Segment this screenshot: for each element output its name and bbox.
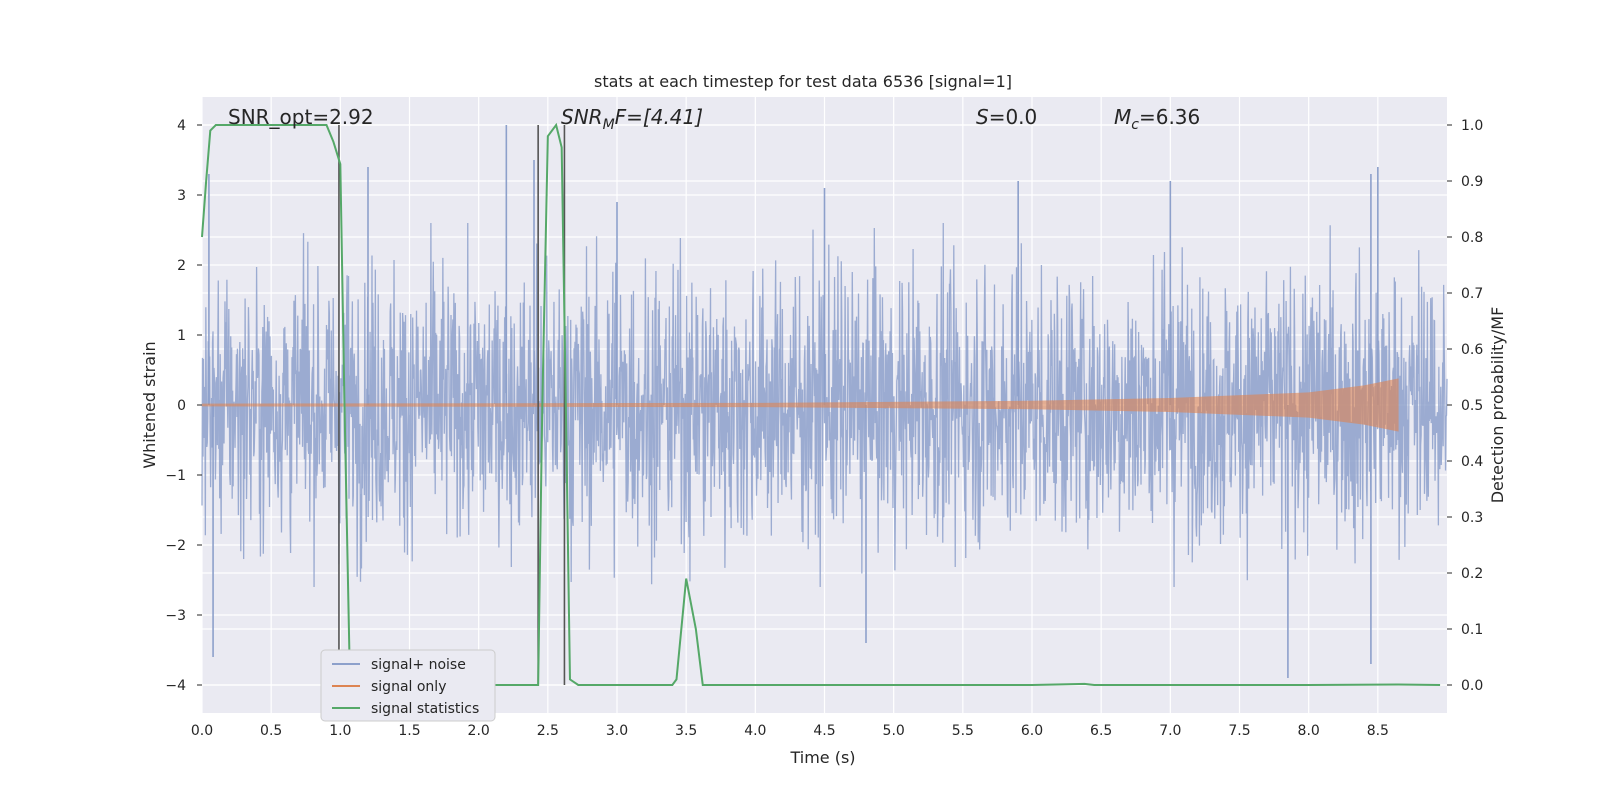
legend-label-signal: signal only bbox=[371, 679, 446, 695]
legend-label-stats: signal statistics bbox=[371, 701, 479, 717]
x-tick-label: 7.5 bbox=[1228, 723, 1250, 739]
annotation-s: S=0.0 bbox=[976, 105, 1037, 129]
y-tick-label: −1 bbox=[165, 468, 186, 484]
x-tick-label: 8.5 bbox=[1367, 723, 1389, 739]
mc-sub: c bbox=[1131, 117, 1139, 133]
annotation-snr-mf: SNRMF=[4.41] bbox=[561, 105, 703, 133]
y2-tick-label: 0.2 bbox=[1461, 566, 1483, 582]
y2-tick-label: 0.8 bbox=[1461, 230, 1483, 246]
x-tick-label: 6.5 bbox=[1090, 723, 1112, 739]
s-rest: =0.0 bbox=[989, 105, 1038, 129]
x-tick-label: 1.0 bbox=[329, 723, 351, 739]
x-tick-label: 2.0 bbox=[468, 723, 490, 739]
annotation-mc: Mc=6.36 bbox=[1114, 105, 1200, 133]
snr-mf-rest: F=[4.41] bbox=[615, 105, 703, 129]
x-tick-label: 5.0 bbox=[883, 723, 905, 739]
snr-mf-sub: M bbox=[603, 117, 615, 133]
x-tick-label: 0.0 bbox=[191, 723, 213, 739]
x-tick-label: 3.0 bbox=[606, 723, 628, 739]
y-tick-label: 0 bbox=[177, 398, 186, 414]
x-tick-label: 8.0 bbox=[1298, 723, 1320, 739]
noise-trace bbox=[201, 222, 1448, 588]
legend-box bbox=[320, 649, 496, 722]
y-tick-label: 4 bbox=[177, 118, 186, 134]
x-tick-label: 7.0 bbox=[1159, 723, 1181, 739]
vertical-markers bbox=[338, 125, 566, 685]
y2-tick-label: 0.9 bbox=[1461, 174, 1483, 190]
x-tick-label: 4.0 bbox=[744, 723, 766, 739]
mc-rest: =6.36 bbox=[1139, 105, 1200, 129]
y2-axis-label: Detection probability/MF bbox=[1488, 307, 1507, 504]
signal-envelope bbox=[202, 378, 1399, 432]
y-tick-label: 3 bbox=[177, 188, 186, 204]
series-signal-only bbox=[202, 378, 1399, 432]
y-tick-label: 2 bbox=[177, 258, 186, 274]
x-tick-label: 1.5 bbox=[398, 723, 420, 739]
y-tick-label: −4 bbox=[165, 678, 186, 694]
y-tick-labels: 4 3 2 1 0 −1 −2 −3 −4 bbox=[165, 118, 202, 694]
x-tick-label: 3.5 bbox=[675, 723, 697, 739]
y2-tick-label: 0.5 bbox=[1461, 398, 1483, 414]
y-tick-label: −3 bbox=[165, 608, 186, 624]
chart-title: stats at each timestep for test data 653… bbox=[594, 72, 1012, 91]
legend: signal+ noise signal only signal statist… bbox=[320, 649, 496, 722]
y-tick-label: −2 bbox=[165, 538, 186, 554]
s-base: S bbox=[976, 105, 989, 129]
y-tick-label: 1 bbox=[177, 328, 186, 344]
x-tick-label: 0.5 bbox=[260, 723, 282, 739]
y2-tick-labels: 1.0 0.9 0.8 0.7 0.6 0.5 0.4 0.3 0.2 0.1 0.0 bbox=[1447, 118, 1483, 694]
legend-label-noise: signal+ noise bbox=[371, 657, 466, 673]
snr-mf-base: SNR bbox=[561, 105, 603, 129]
y2-tick-label: 0.4 bbox=[1461, 454, 1483, 470]
y2-tick-label: 0.7 bbox=[1461, 286, 1483, 302]
stats-line bbox=[201, 122, 1441, 686]
mc-base: M bbox=[1114, 105, 1131, 129]
x-tick-labels: 0.0 0.5 1.0 1.5 2.0 2.5 3.0 3.5 4.0 4.5 5.0 5.5 6.0 6… bbox=[191, 723, 1389, 739]
series-signal-statistics bbox=[201, 122, 1441, 686]
x-tick-label: 6.0 bbox=[1021, 723, 1043, 739]
y2-tick-label: 0.6 bbox=[1461, 342, 1483, 358]
y2-tick-label: 0.0 bbox=[1461, 678, 1483, 694]
x-axis-label: Time (s) bbox=[789, 748, 855, 767]
x-tick-label: 2.5 bbox=[537, 723, 559, 739]
y2-tick-label: 0.1 bbox=[1461, 622, 1483, 638]
x-tick-label: 4.5 bbox=[813, 723, 835, 739]
y2-tick-label: 1.0 bbox=[1461, 118, 1483, 134]
series-signal-plus-noise bbox=[201, 125, 1448, 678]
y2-tick-label: 0.3 bbox=[1461, 510, 1483, 526]
annotation-snr-opt: SNR_opt=2.92 bbox=[228, 105, 374, 129]
y-axis-label: Whitened strain bbox=[140, 341, 159, 468]
x-tick-label: 5.5 bbox=[952, 723, 974, 739]
